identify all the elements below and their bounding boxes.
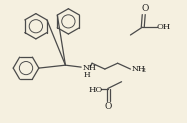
- Text: O: O: [105, 102, 112, 111]
- Text: NH: NH: [82, 64, 96, 72]
- Text: O: O: [141, 4, 149, 13]
- Text: H: H: [83, 71, 90, 79]
- Text: NH: NH: [131, 65, 145, 73]
- Text: 2: 2: [141, 68, 145, 73]
- Text: OH: OH: [156, 23, 170, 31]
- Text: HO: HO: [88, 86, 102, 94]
